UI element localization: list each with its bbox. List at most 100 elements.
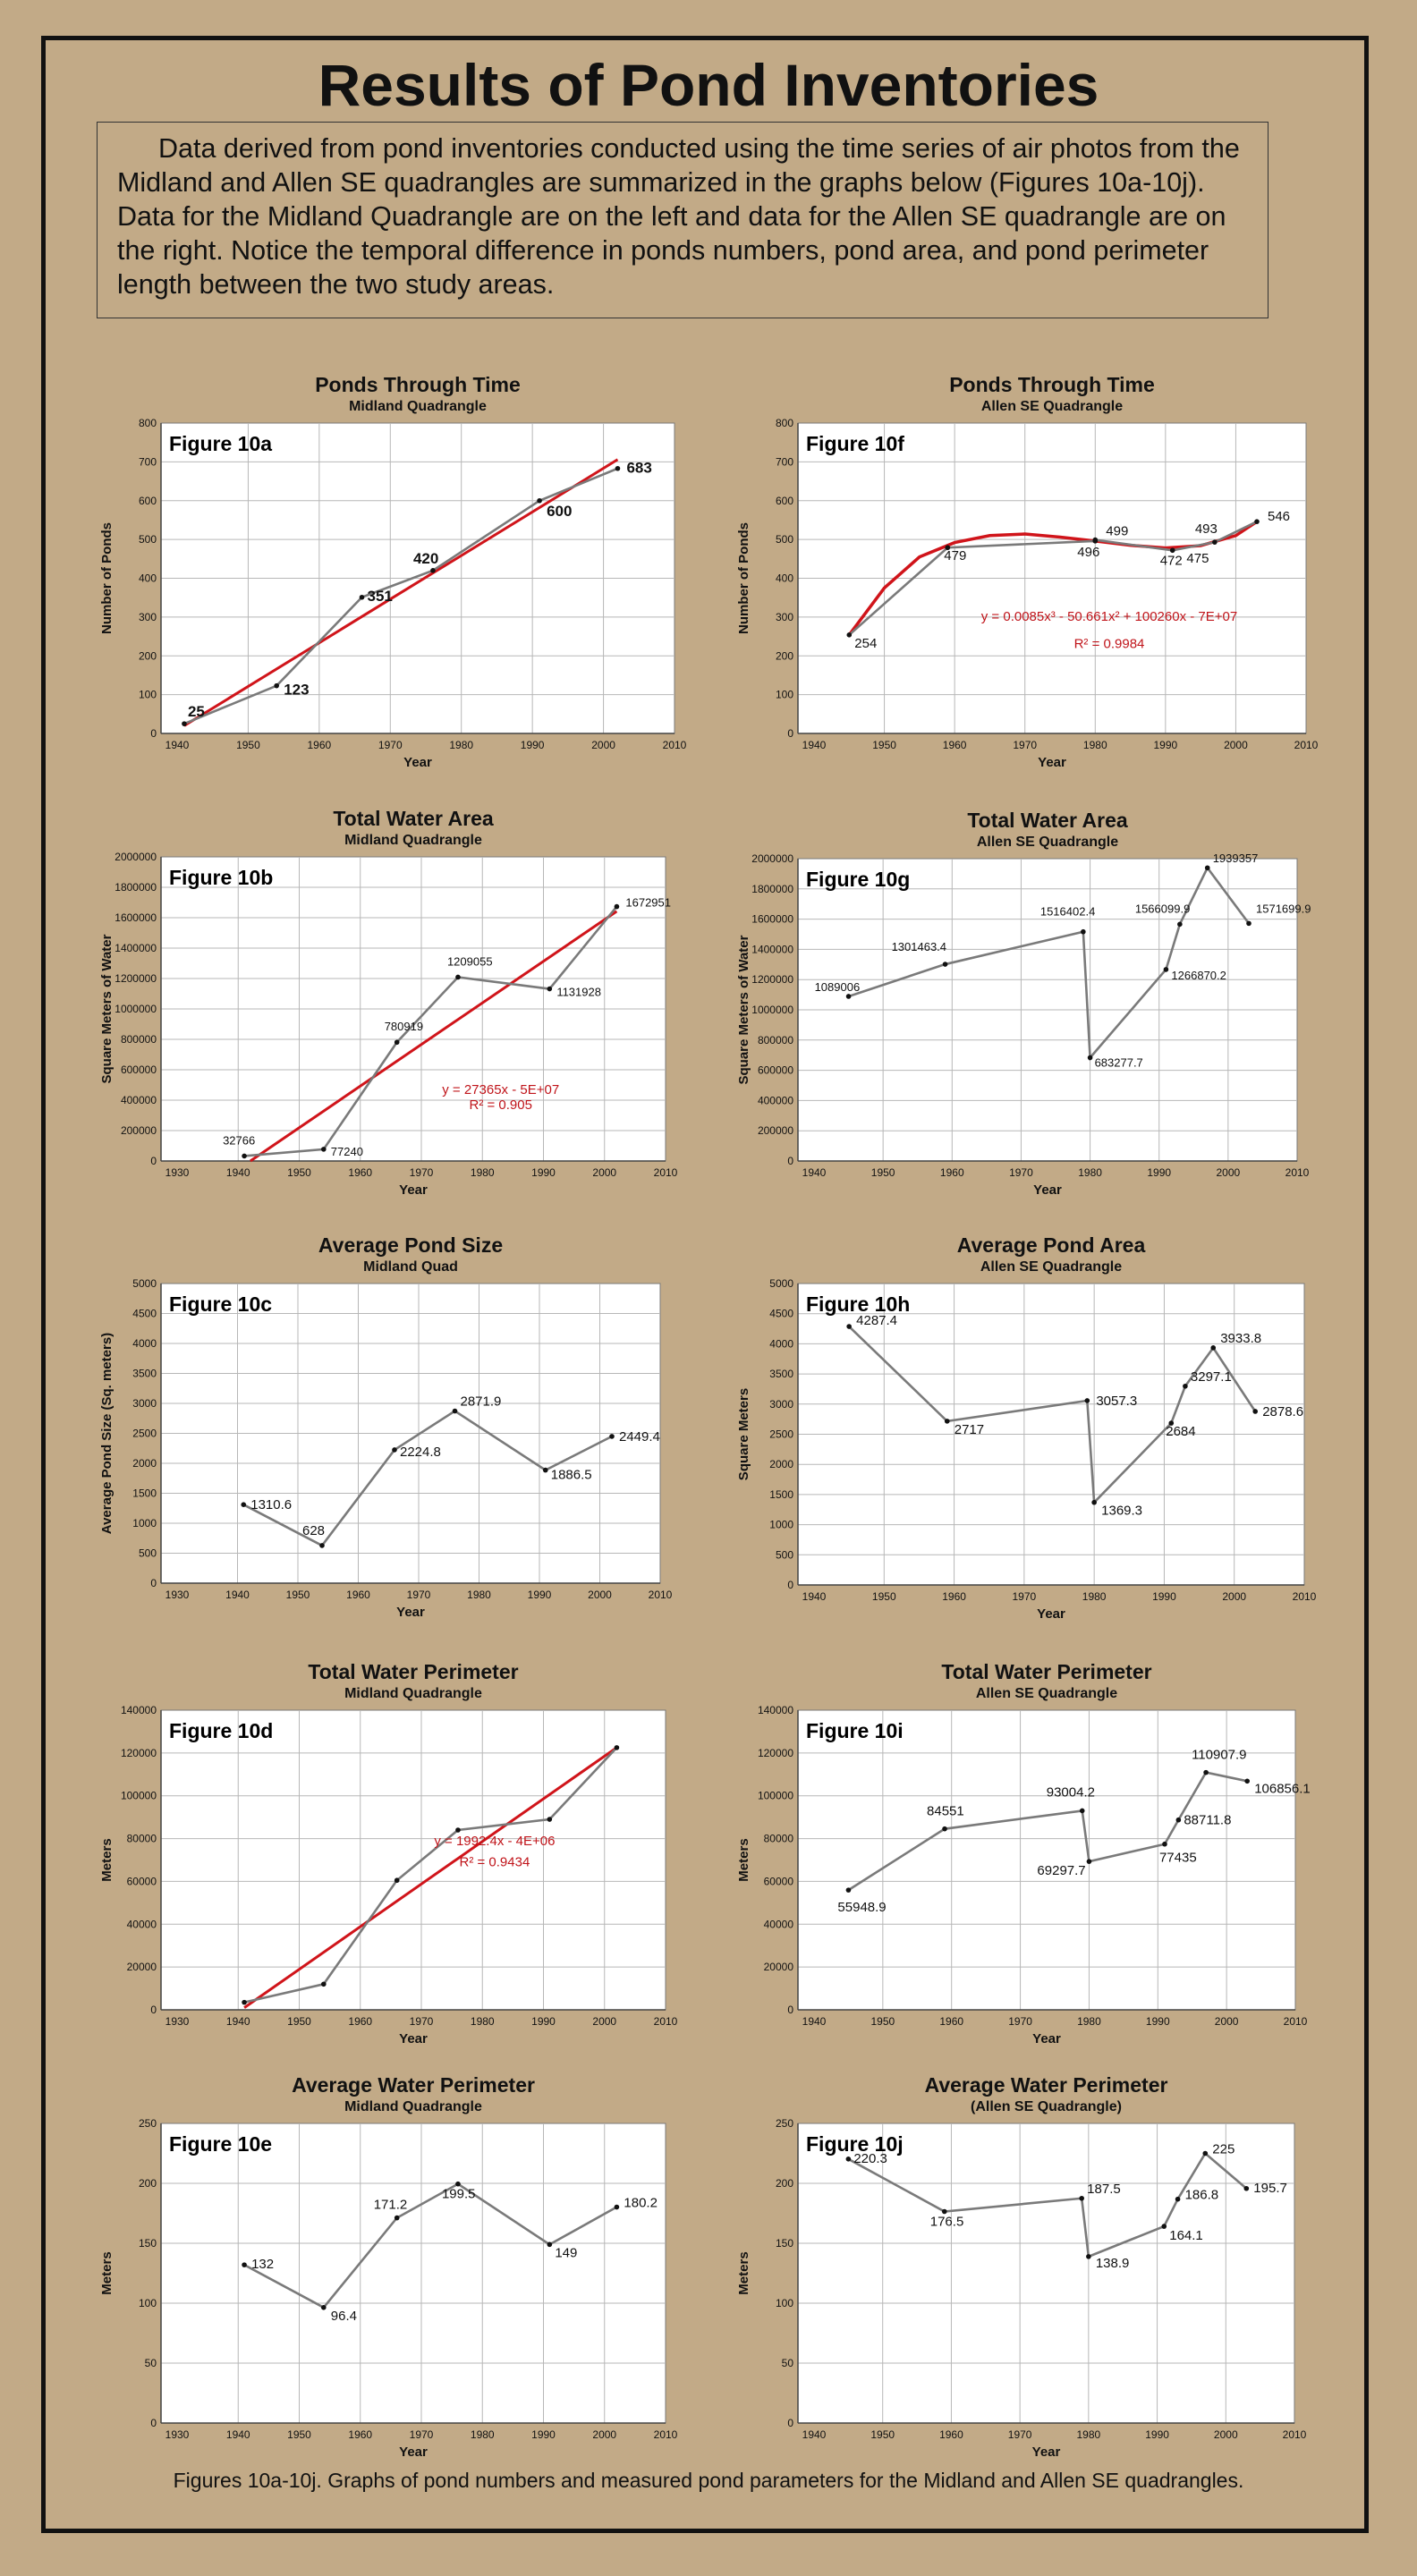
y-tick-label: 120000	[121, 1747, 157, 1759]
y-tick-label: 120000	[758, 1747, 793, 1759]
x-tick-label: 2010	[654, 1166, 678, 1179]
data-label: 55948.9	[837, 1900, 886, 1915]
x-axis-label: Year	[1032, 2445, 1061, 2460]
x-tick-label: 1990	[531, 2015, 556, 2028]
y-tick-label: 100	[776, 2297, 793, 2309]
data-label: 499	[1106, 524, 1128, 539]
y-tick-label: 300	[139, 611, 157, 623]
y-tick-label: 0	[787, 1155, 793, 1167]
x-tick-label: 1980	[467, 1589, 491, 1601]
figure-label: Figure 10b	[169, 866, 273, 889]
x-tick-label: 1950	[287, 2015, 311, 2028]
y-tick-label: 2000	[769, 1458, 793, 1470]
x-tick-label: 2010	[654, 2015, 678, 2028]
y-axis-label: Meters	[736, 1838, 751, 1881]
data-point	[1252, 1409, 1258, 1414]
data-point	[614, 1745, 620, 1750]
y-tick-label: 50	[145, 2357, 157, 2369]
y-tick-label: 40000	[127, 1918, 157, 1930]
y-tick-label: 1000000	[115, 1003, 157, 1015]
x-tick-label: 1940	[165, 739, 190, 751]
x-tick-label: 1940	[802, 739, 827, 751]
y-tick-label: 100000	[121, 1790, 157, 1802]
data-point	[941, 2208, 947, 2215]
trendline-r2: R² = 0.9434	[459, 1855, 530, 1870]
data-label: 69297.7	[1037, 1863, 1085, 1878]
y-axis-label: Average Pond Size (Sq. meters)	[99, 1333, 115, 1534]
y-tick-label: 80000	[764, 1833, 794, 1845]
data-point	[394, 1039, 400, 1046]
trendline-equation: y = 0.0085x³ - 50.661x² + 100260x - 7E+0…	[981, 609, 1237, 624]
x-tick-label: 2010	[1293, 1590, 1317, 1603]
y-tick-label: 1800000	[751, 883, 793, 895]
y-tick-label: 1000000	[751, 1004, 793, 1016]
y-tick-label: 1200000	[751, 973, 793, 986]
x-tick-label: 1960	[348, 2015, 372, 2028]
y-tick-label: 200000	[121, 1124, 157, 1137]
data-label: 164.1	[1169, 2228, 1203, 2243]
y-axis-label: Number of Ponds	[99, 522, 115, 634]
y-tick-label: 1000	[769, 1519, 793, 1531]
x-tick-label: 1990	[1146, 2015, 1170, 2028]
data-label: 1571699.9	[1256, 902, 1311, 915]
y-axis-label: Meters	[99, 1838, 115, 1881]
x-tick-label: 1970	[1013, 739, 1037, 751]
x-tick-label: 2010	[1284, 2015, 1308, 2028]
data-label: 225	[1212, 2142, 1235, 2157]
y-tick-label: 100000	[758, 1790, 793, 1802]
data-point	[1079, 2195, 1084, 2201]
y-tick-label: 140000	[758, 1704, 793, 1716]
data-label: 1301463.4	[892, 940, 946, 953]
data-point	[547, 986, 553, 992]
data-point	[455, 2181, 461, 2187]
data-label: 420	[413, 550, 438, 567]
data-point	[945, 545, 951, 551]
x-tick-label: 1990	[1154, 739, 1178, 751]
chart-title: Ponds Through Time	[949, 373, 1155, 396]
chart-title: Total Water Area	[967, 809, 1128, 832]
data-label: 96.4	[331, 2309, 357, 2324]
x-tick-label: 1990	[1152, 1590, 1176, 1603]
x-axis-label: Year	[1038, 755, 1066, 770]
data-point	[542, 1467, 548, 1473]
data-label: 496	[1077, 545, 1099, 560]
data-point	[615, 465, 621, 471]
x-tick-label: 1940	[802, 2428, 827, 2441]
data-point	[1204, 865, 1210, 871]
data-point	[1091, 1499, 1097, 1505]
data-point	[1087, 1055, 1093, 1061]
data-point	[242, 2262, 247, 2267]
x-tick-label: 2010	[654, 2428, 678, 2441]
x-tick-label: 1960	[308, 739, 332, 751]
series-line	[243, 2182, 618, 2309]
page-title: Results of Pond Inventories	[318, 52, 1099, 118]
data-label: 187.5	[1087, 2182, 1121, 2197]
y-tick-label: 60000	[127, 1875, 157, 1887]
trendline-equation: y = 27365x - 5E+07	[442, 1082, 559, 1097]
x-tick-label: 1940	[802, 1590, 827, 1603]
x-tick-label: 1960	[939, 2015, 963, 2028]
data-label: 77240	[331, 1145, 363, 1158]
x-tick-label: 2000	[592, 2428, 616, 2441]
y-tick-label: 20000	[127, 1961, 157, 1973]
data-label: 93004.2	[1047, 1784, 1095, 1800]
data-label: 1266870.2	[1171, 969, 1226, 982]
data-point	[452, 1408, 458, 1414]
x-axis-label: Year	[1033, 1182, 1062, 1198]
figure-label: Figure 10h	[806, 1292, 910, 1316]
y-tick-label: 700	[776, 455, 793, 468]
x-tick-label: 1950	[870, 2428, 895, 2441]
y-tick-label: 100	[139, 689, 157, 701]
y-tick-label: 2000000	[751, 852, 793, 865]
data-point	[1210, 1345, 1217, 1351]
y-tick-label: 1000	[132, 1517, 157, 1530]
y-tick-label: 400000	[121, 1094, 157, 1106]
plot-area	[797, 2123, 1295, 2424]
data-point	[1246, 920, 1252, 927]
x-tick-label: 1980	[1078, 1166, 1102, 1179]
data-point	[1086, 2254, 1091, 2259]
y-axis-label: Meters	[736, 2251, 751, 2294]
